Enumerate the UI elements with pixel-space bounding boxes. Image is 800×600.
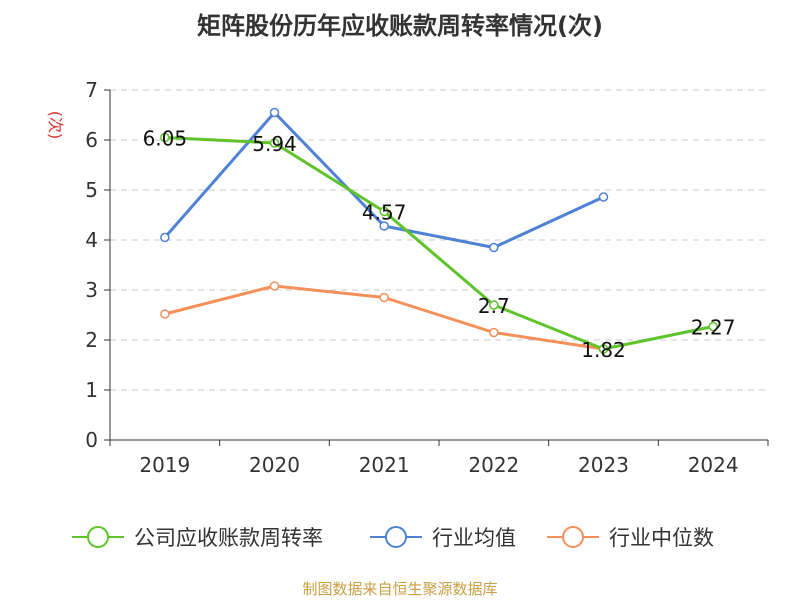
data-point (489, 327, 499, 338)
data-point (598, 192, 609, 202)
x-tick-label: 2023 (578, 453, 629, 477)
y-tick-label: 7 (85, 78, 98, 102)
y-tick-label: 3 (85, 278, 98, 302)
y-tick-label: 6 (85, 128, 98, 152)
data-point (269, 281, 280, 291)
legend-marker (385, 526, 407, 548)
data-point (269, 138, 280, 148)
data-point (489, 300, 499, 310)
x-tick-label: 2024 (688, 453, 739, 477)
legend-marker (562, 526, 584, 548)
data-point (160, 232, 170, 243)
legend-label: 行业均值 (432, 526, 516, 550)
data-point (379, 221, 389, 231)
data-point (489, 242, 499, 253)
y-axis-label: (次) (46, 111, 65, 140)
y-tick-label: 4 (85, 228, 98, 252)
data-label: 4.57 (362, 201, 407, 225)
x-tick-label: 2019 (139, 453, 190, 477)
data-point (379, 292, 389, 303)
data-label: 1.82 (581, 338, 626, 362)
legend-label: 公司应收账款周转率 (134, 526, 323, 550)
x-tick-label: 2020 (249, 453, 300, 477)
y-tick-label: 1 (85, 378, 98, 402)
series-line (164, 136, 714, 351)
data-point (379, 206, 389, 217)
data-point (160, 132, 170, 143)
y-tick-label: 0 (85, 428, 98, 452)
data-label: 2.27 (691, 316, 736, 340)
chart-title: 矩阵股份历年应收账款周转率情况(次) (197, 12, 603, 40)
data-label: 6.05 (143, 127, 188, 151)
data-point (598, 344, 609, 354)
x-tick-label: 2022 (468, 453, 519, 477)
y-tick-label: 5 (85, 178, 98, 202)
data-point (708, 321, 718, 332)
legend-marker (87, 526, 109, 548)
y-tick-label: 2 (85, 328, 98, 352)
source-note: 制图数据来自恒生聚源数据库 (302, 580, 498, 598)
legend-label: 行业中位数 (609, 526, 714, 550)
data-label: 5.94 (252, 132, 297, 156)
x-tick-label: 2021 (359, 453, 410, 477)
data-point (269, 107, 280, 118)
data-label: 2.7 (478, 294, 510, 318)
data-point (160, 309, 170, 319)
